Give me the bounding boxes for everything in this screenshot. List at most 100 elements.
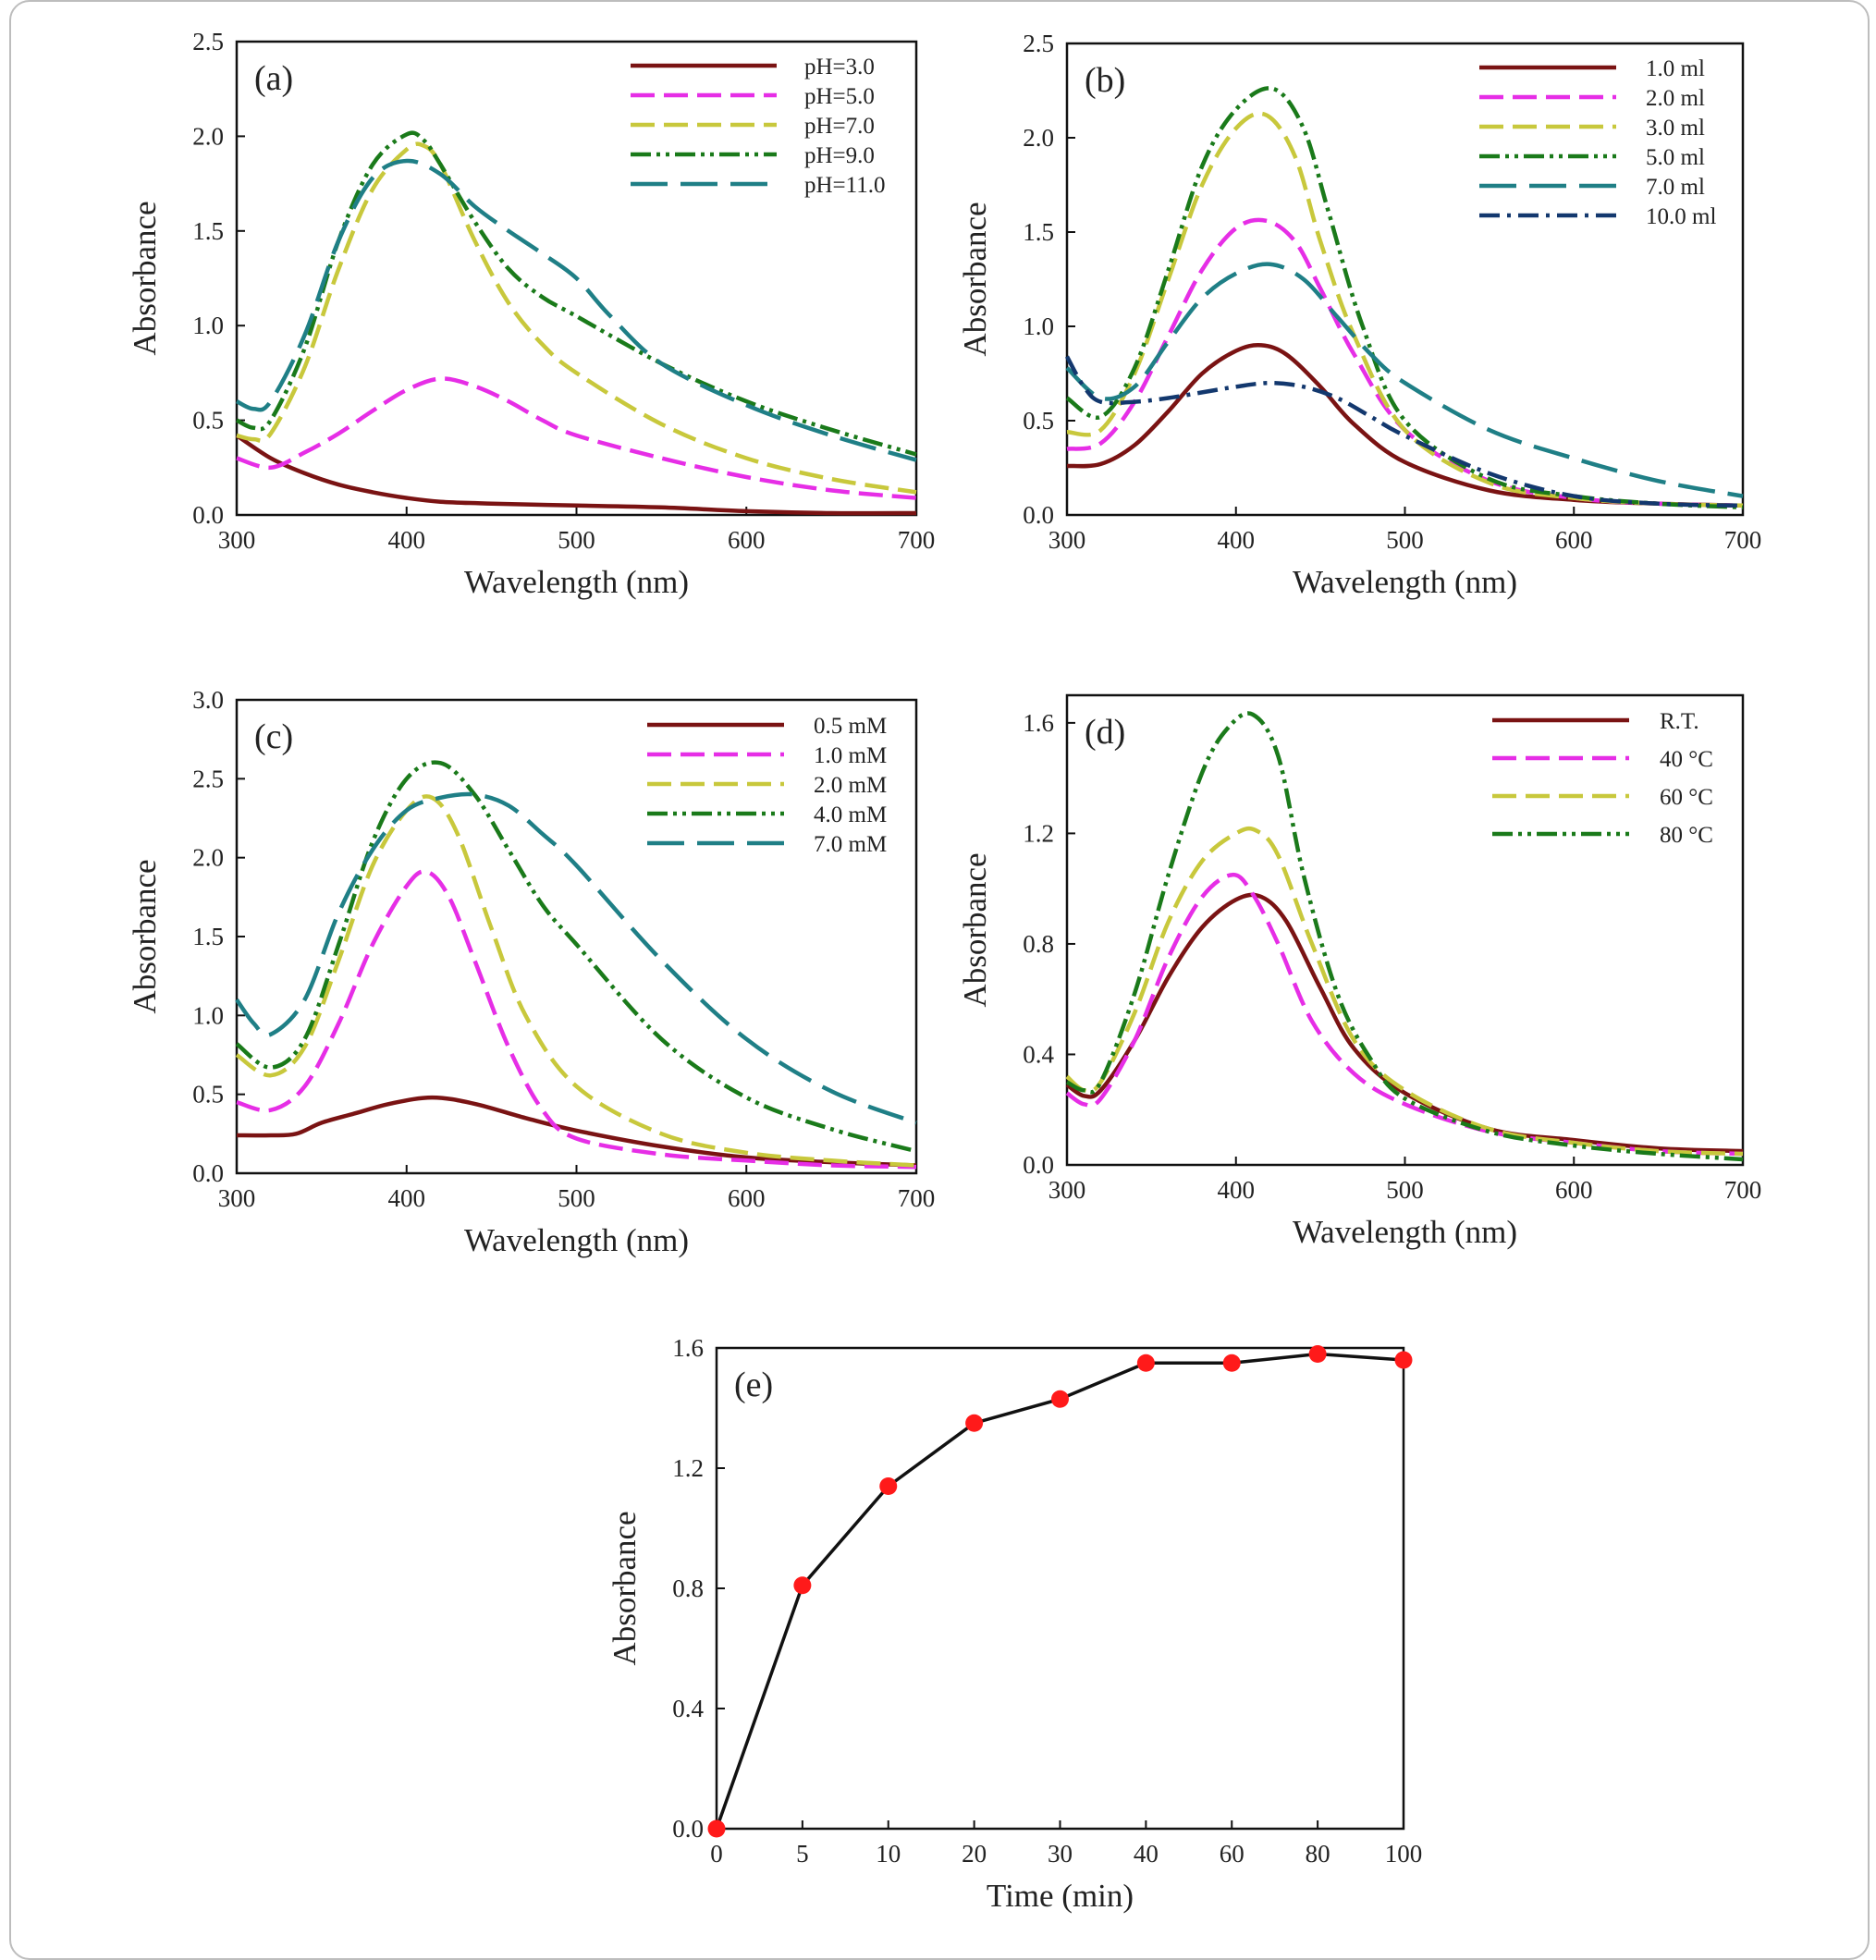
legend-label: pH=11.0 <box>804 173 885 198</box>
y-tick-label: 1.0 <box>192 1001 224 1029</box>
x-tick-label: 500 <box>1386 1176 1424 1204</box>
series-line-2-0-ml <box>1066 217 1744 508</box>
x-tick-label: 400 <box>1218 526 1256 554</box>
legend-label: 4.0 mM <box>814 802 887 827</box>
series-line-1-0-ml <box>1066 343 1744 508</box>
legend-label: 7.0 mM <box>814 832 887 857</box>
x-tick-label: 0 <box>710 1840 723 1868</box>
chart-panel-a: 0.0 0.5 1.0 1.5 2.0 2.5 300 400 500 600 700 Wavelen… <box>127 28 935 600</box>
y-axis-label: Absorbance <box>607 1511 643 1665</box>
plot-frame <box>715 1346 1405 1831</box>
legend-label: 7.0 ml <box>1646 175 1705 200</box>
y-tick-label: 0.8 <box>672 1574 704 1602</box>
panel-label: (c) <box>254 717 293 756</box>
y-tick-label: 2.0 <box>192 844 224 872</box>
x-tick-label: 300 <box>218 526 256 554</box>
legend-label: 1.0 mM <box>814 743 887 768</box>
x-tick-label: 400 <box>388 1184 426 1212</box>
data-point <box>1051 1390 1069 1408</box>
y-tick-label: 1.6 <box>1023 709 1054 737</box>
chart-panel-e: 0.0 0.4 0.8 1.2 1.6 0 5 10 20 30 40 60 80 100 Time (mi… <box>607 1334 1422 1914</box>
x-tick-label: 100 <box>1385 1840 1423 1868</box>
x-tick-label: 40 <box>1134 1840 1159 1868</box>
x-tick-label: 20 <box>962 1840 987 1868</box>
legend-label: 0.5 mM <box>814 714 887 739</box>
x-tick-label: 300 <box>1048 1176 1086 1204</box>
data-point <box>1394 1351 1413 1369</box>
series-line-0-5-mM <box>236 1095 917 1168</box>
plot-frame <box>235 698 918 1175</box>
x-axis-label: Wavelength (nm) <box>1293 1214 1517 1250</box>
y-tick-label: 0.4 <box>672 1695 704 1722</box>
series-line-4-0-mM <box>235 760 917 1154</box>
y-tick-label: 2.5 <box>1023 30 1054 57</box>
legend-label: 2.0 mM <box>814 773 887 798</box>
x-tick-label: 600 <box>1555 1176 1593 1204</box>
series-line-pH-3-0 <box>235 434 917 516</box>
x-tick-label: 500 <box>1386 526 1424 554</box>
x-tick-label: 300 <box>1048 526 1086 554</box>
series-line-R-T <box>1065 892 1744 1154</box>
y-tick-label: 2.0 <box>192 122 224 150</box>
y-tick-label: 1.2 <box>672 1454 704 1482</box>
y-tick-label: 1.5 <box>1023 218 1054 246</box>
x-tick-label: 400 <box>388 526 426 554</box>
x-tick-label: 80 <box>1306 1840 1330 1868</box>
x-tick-label: 500 <box>558 1184 595 1212</box>
y-axis-label: Absorbance <box>127 859 163 1013</box>
y-tick-label: 1.0 <box>1023 312 1054 340</box>
panel-label: (d) <box>1085 713 1125 752</box>
y-tick-label: 1.0 <box>192 312 224 339</box>
y-tick-label: 0.0 <box>672 1815 704 1843</box>
legend-label: 5.0 ml <box>1646 145 1705 170</box>
panel-label: (b) <box>1085 61 1125 100</box>
y-tick-label: 1.6 <box>672 1334 704 1362</box>
legend-label: pH=5.0 <box>804 84 875 109</box>
panel-label: (a) <box>254 59 293 98</box>
legend-label: 3.0 ml <box>1646 116 1705 141</box>
series-line-7-0-ml <box>1065 262 1744 498</box>
y-tick-label: 1.5 <box>192 217 224 245</box>
legend-label: 1.0 ml <box>1646 56 1705 81</box>
series-line-pH-5-0 <box>236 376 917 500</box>
legend-label: 60 °C <box>1660 785 1713 810</box>
chart-panel-b: 0.0 0.5 1.0 1.5 2.0 2.5 300 400 500 600 700 Wavelen… <box>957 30 1761 600</box>
data-point <box>965 1414 984 1432</box>
legend-label: pH=7.0 <box>804 114 875 139</box>
legend-label: R.T. <box>1660 709 1699 734</box>
y-tick-label: 0.0 <box>1023 501 1054 529</box>
data-point <box>707 1819 726 1838</box>
series-line-pH-9-0 <box>235 130 917 457</box>
series-line-pH-11-0 <box>235 158 917 462</box>
x-axis-label: Time (min) <box>987 1878 1134 1914</box>
y-tick-label: 1.5 <box>192 923 224 950</box>
chart-panel-d: 0.0 0.4 0.8 1.2 1.6 300 400 500 600 700 Wavelength… <box>957 693 1761 1250</box>
y-tick-label: 0.5 <box>192 407 224 435</box>
x-axis-label: Wavelength (nm) <box>1293 564 1517 600</box>
x-tick-label: 300 <box>218 1184 256 1212</box>
legend-label: 80 °C <box>1660 823 1713 848</box>
x-tick-label: 30 <box>1048 1840 1073 1868</box>
y-tick-label: 0.4 <box>1023 1040 1054 1068</box>
legend-label: pH=9.0 <box>804 143 875 168</box>
series-line-time <box>715 1352 1404 1830</box>
y-tick-label: 0.0 <box>192 501 224 529</box>
y-axis-label: Absorbance <box>127 201 163 355</box>
y-tick-label: 2.5 <box>192 765 224 792</box>
data-point <box>879 1477 898 1495</box>
x-tick-label: 600 <box>728 1184 766 1212</box>
y-tick-label: 2.5 <box>192 28 224 55</box>
data-point <box>1308 1345 1327 1363</box>
y-tick-label: 1.2 <box>1023 819 1054 847</box>
y-tick-label: 0.0 <box>1023 1151 1054 1179</box>
x-tick-label: 600 <box>728 526 766 554</box>
y-axis-label: Absorbance <box>957 202 993 356</box>
x-tick-label: 600 <box>1555 526 1593 554</box>
legend-label: 2.0 ml <box>1646 86 1705 111</box>
y-tick-label: 0.8 <box>1023 930 1054 958</box>
x-tick-label: 700 <box>898 1184 936 1212</box>
series-line-10-0-ml <box>1065 355 1744 508</box>
x-tick-label: 60 <box>1220 1840 1245 1868</box>
chart-panel-c: 0.0 0.5 1.0 1.5 2.0 2.5 3.0 300 400 500 600 700 Wave… <box>127 686 935 1258</box>
data-point <box>793 1576 812 1595</box>
